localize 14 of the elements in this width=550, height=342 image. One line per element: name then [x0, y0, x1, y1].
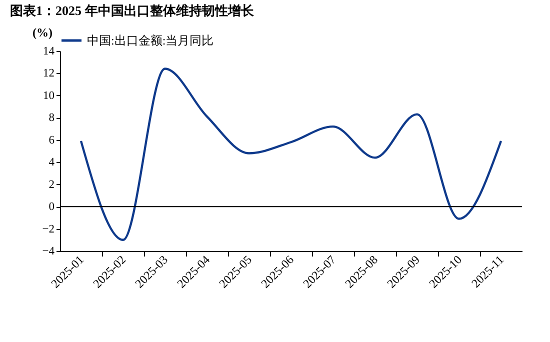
y-tick-label: 6	[48, 134, 55, 146]
legend-label: 中国:出口金额:当月同比	[87, 34, 214, 48]
chart-title: 图表1：2025 年中国出口整体维持韧性增长	[10, 3, 255, 18]
y-tick-label: 10	[43, 90, 55, 102]
y-axis-title: (%)	[32, 26, 52, 40]
y-tick-label: 2	[48, 178, 55, 191]
line-series	[80, 68, 502, 241]
y-tick-label: 12	[43, 68, 55, 80]
y-tick-label: −2	[42, 223, 55, 236]
y-tick-label: −4	[42, 246, 55, 258]
y-tick-label: 4	[48, 156, 55, 169]
y-tick-label: 0	[48, 201, 55, 214]
y-tick-label: 14	[43, 46, 55, 58]
y-tick-label: 8	[48, 112, 55, 124]
